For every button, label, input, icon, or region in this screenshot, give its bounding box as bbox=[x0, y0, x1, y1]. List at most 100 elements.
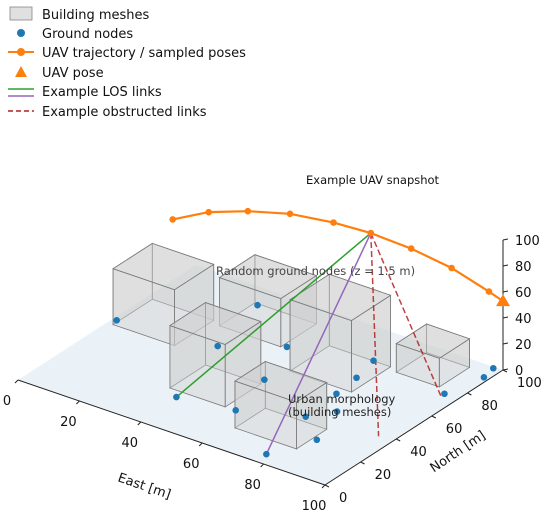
x-tick-label: 80 bbox=[244, 478, 261, 493]
annotation-urban-morphology: Urban morphology (building meshes) bbox=[288, 392, 399, 419]
x-axis-line bbox=[17, 379, 326, 486]
ground-node bbox=[283, 343, 291, 351]
trajectory-pose bbox=[448, 264, 455, 272]
trajectory-pose bbox=[169, 216, 176, 223]
y-tick-label: 20 bbox=[375, 468, 392, 483]
ground-node bbox=[302, 413, 310, 420]
ground-node bbox=[173, 393, 180, 401]
legend-label-ground-nodes: Ground nodes bbox=[42, 27, 133, 42]
building-meshes bbox=[112, 242, 471, 450]
trajectory-pose bbox=[485, 288, 493, 295]
ground-node bbox=[480, 374, 488, 381]
building-mesh bbox=[218, 253, 318, 348]
z-tick bbox=[502, 316, 509, 319]
building-face bbox=[112, 242, 215, 291]
ground-node bbox=[263, 450, 270, 458]
obstructed-link bbox=[370, 232, 442, 397]
x-tick bbox=[137, 421, 142, 426]
annotation-urban-line-1: Urban morphology bbox=[288, 392, 396, 406]
building-mesh bbox=[289, 273, 392, 393]
ground-node bbox=[113, 317, 120, 324]
legend-label-buildings: Building meshes bbox=[42, 8, 150, 23]
uav-pose-marker bbox=[496, 294, 510, 307]
legend-swatch-trajectory-marker bbox=[17, 48, 25, 56]
building-face bbox=[395, 323, 471, 359]
y-tick-label: 0 bbox=[339, 491, 347, 506]
x-tick bbox=[321, 484, 326, 489]
building-mesh bbox=[112, 242, 215, 347]
building-face bbox=[218, 254, 318, 300]
ground-node bbox=[333, 390, 340, 398]
uav-trajectory bbox=[169, 207, 510, 307]
x-tick-label: 40 bbox=[122, 436, 139, 451]
building-mesh bbox=[168, 301, 262, 408]
ground-node bbox=[490, 364, 497, 372]
trajectory-pose bbox=[205, 208, 213, 216]
z-tick bbox=[502, 368, 509, 371]
annotation-uav-snapshot: Example UAV snapshot bbox=[306, 173, 440, 187]
x-tick bbox=[14, 379, 19, 384]
building-face bbox=[168, 302, 262, 345]
legend-swatch-buildings bbox=[9, 6, 33, 21]
ground-node bbox=[370, 357, 377, 365]
y-tick bbox=[467, 392, 472, 396]
x-tick bbox=[198, 442, 203, 447]
y-tick-label: 60 bbox=[446, 422, 463, 437]
trajectory-pose bbox=[244, 207, 252, 215]
annotation-urban-line-2: (building meshes) bbox=[288, 405, 391, 419]
ground-node bbox=[333, 408, 341, 415]
z-tick bbox=[502, 238, 509, 241]
z-tick-label: 40 bbox=[515, 312, 532, 327]
legend-swatch-uav-pose bbox=[15, 66, 27, 77]
building-face bbox=[234, 361, 328, 403]
legend-swatch-ground-nodes bbox=[17, 29, 25, 37]
trajectory-line bbox=[172, 210, 504, 303]
legend: Building meshes Ground nodes UAV traject… bbox=[8, 6, 246, 120]
z-tick-label: 100 bbox=[515, 234, 540, 249]
trajectory-pose bbox=[286, 210, 294, 218]
ground-node bbox=[353, 374, 360, 382]
obstructed-link bbox=[370, 233, 380, 437]
x-tick-label: 60 bbox=[183, 457, 200, 472]
x-tick-label: 20 bbox=[60, 415, 77, 430]
los-link bbox=[265, 232, 372, 455]
x-axis-label: East [m] bbox=[116, 471, 173, 503]
y-tick-label: 40 bbox=[410, 445, 427, 460]
trajectory-pose bbox=[367, 229, 375, 237]
ground-node bbox=[313, 436, 321, 444]
annotation-ground-nodes: Random ground nodes (z = 1.5 m) bbox=[216, 264, 415, 278]
legend-label-trajectory: UAV trajectory / sampled poses bbox=[42, 46, 246, 61]
ground-node bbox=[214, 342, 221, 350]
ground-node bbox=[261, 376, 268, 383]
y-tick-label: 80 bbox=[481, 399, 498, 414]
x-tick bbox=[76, 400, 80, 405]
x-tick bbox=[260, 463, 264, 468]
legend-label-los: Example LOS links bbox=[42, 85, 162, 100]
ground-nodes bbox=[113, 301, 497, 458]
z-tick bbox=[502, 264, 509, 267]
y-tick bbox=[324, 484, 330, 488]
z-tick bbox=[502, 290, 509, 293]
building-mesh bbox=[234, 360, 328, 450]
ground-node bbox=[232, 407, 240, 414]
z-tick-label: 20 bbox=[515, 338, 532, 353]
z-tick bbox=[502, 342, 509, 345]
y-tick bbox=[360, 461, 365, 465]
trajectory-pose bbox=[330, 219, 337, 226]
links bbox=[175, 232, 442, 455]
los-link bbox=[175, 232, 372, 398]
legend-label-obstructed: Example obstructed links bbox=[42, 105, 207, 120]
x-tick-label: 100 bbox=[302, 499, 327, 514]
y-tick bbox=[431, 415, 437, 419]
y-tick-label: 100 bbox=[517, 376, 542, 391]
z-tick-label: 80 bbox=[515, 260, 532, 275]
trajectory-pose bbox=[407, 245, 415, 252]
y-tick bbox=[395, 438, 401, 442]
ground-node bbox=[254, 301, 261, 309]
z-tick-label: 0 bbox=[515, 364, 523, 379]
ground-node bbox=[441, 390, 448, 398]
building-mesh bbox=[395, 323, 471, 388]
